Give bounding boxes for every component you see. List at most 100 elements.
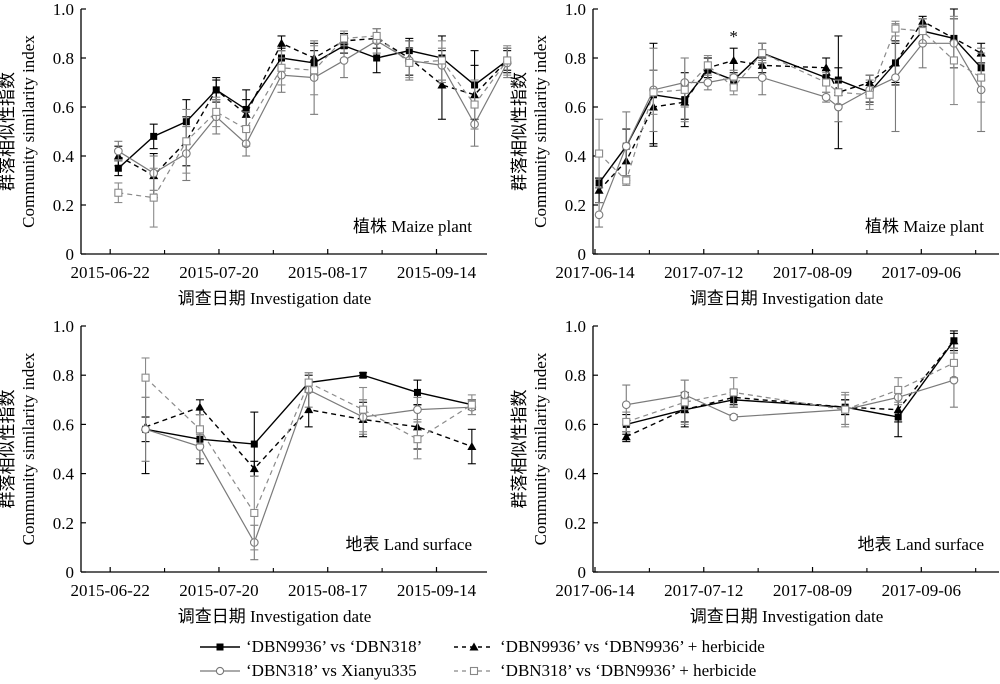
y-axis-title-cn: 群落相似性指数: [0, 390, 17, 509]
data-point: [894, 385, 903, 395]
data-point: [622, 176, 631, 185]
series-line: [598, 27, 982, 182]
data-point: [250, 508, 259, 518]
data-point: [893, 405, 903, 414]
data-point: [141, 373, 150, 382]
y-tick-label: 1.0: [53, 0, 74, 19]
data-point: [680, 85, 689, 94]
data-point: [621, 400, 631, 410]
series-dbn318-vs-xianyu335: [141, 372, 477, 561]
series-line: [626, 379, 955, 418]
x-tick-label: 2015-06-22: [71, 263, 150, 282]
series-line: [598, 20, 982, 191]
y-axis-title-cn: 群落相似性指数: [510, 72, 529, 191]
data-point: [195, 402, 205, 411]
legend-item-dbn9936-herbicide: ‘DBN9936’ vs ‘DBN9936’ + herbicide: [454, 636, 765, 658]
x-tick-label: 2015-09-14: [397, 263, 477, 282]
data-point: [758, 49, 767, 58]
x-tick-label: 2015-06-22: [71, 581, 150, 600]
series-dbn318-vs-xianyu335: [594, 18, 986, 228]
chart-panel-top-right: 0 0.2 0.4 0.6 0.8 1.0 2017-06-14 2017-07-12 2017…: [510, 0, 999, 308]
y-tick-label: 0: [66, 245, 75, 264]
series-line: [598, 42, 982, 216]
y-tick-label: 0.6: [53, 415, 74, 434]
y-axis-title-cn: 群落相似性指数: [0, 72, 17, 191]
series-dbn9936-vs-dbn9936-herbicide: [621, 332, 959, 443]
y-tick-label: 0.2: [53, 196, 74, 215]
x-axis-title: 调查日期 Investigation date: [690, 607, 884, 626]
data-point: [339, 56, 349, 65]
chart-panel-bottom-left: 0 0.2 0.4 0.6 0.8 1.0 2015-06-22 2015-07-20 2015…: [0, 317, 487, 626]
series-dbn9936-vs-dbn9936-herbicide: [113, 28, 512, 199]
data-point: [150, 132, 158, 140]
data-point: [729, 83, 738, 92]
y-tick-label: 0.8: [53, 366, 74, 385]
data-point: [467, 442, 477, 451]
legend-label: ‘DBN318’ vs ‘DBN9936’ + herbicide: [500, 661, 757, 680]
data-point: [242, 125, 251, 134]
data-point: [891, 73, 900, 82]
data-point: [621, 141, 631, 151]
x-tick-label: 2015-07-20: [179, 263, 258, 282]
legend-marker-gray-dashed-square: [454, 666, 494, 676]
x-tick-label: 2017-08-09: [773, 581, 852, 600]
data-point: [503, 56, 512, 65]
data-point: [250, 440, 258, 448]
data-point: [373, 54, 381, 62]
x-tick-label: 2017-06-14: [555, 263, 635, 282]
significance-star: *: [729, 27, 738, 46]
data-point: [841, 405, 850, 414]
data-point: [212, 107, 221, 116]
x-axis-title: 调查日期 Investigation date: [690, 289, 884, 308]
data-point: [865, 90, 874, 99]
series-line: [626, 362, 955, 423]
data-point: [310, 66, 319, 75]
y-tick-label: 0.8: [565, 49, 586, 68]
x-axis-title: 调查日期 Investigation date: [178, 289, 372, 308]
x-tick-label: 2015-09-14: [397, 581, 477, 600]
data-point: [195, 425, 204, 434]
x-tick-label: 2015-07-20: [179, 581, 258, 600]
data-point: [649, 88, 658, 97]
series-line: [625, 340, 955, 438]
data-point: [703, 61, 712, 70]
data-point: [211, 85, 221, 94]
data-point: [359, 371, 367, 379]
legend-label: ‘DBN9936’ vs ‘DBN318’: [246, 637, 423, 656]
y-tick-label: 0.4: [53, 147, 75, 166]
y-tick-label: 1.0: [565, 0, 586, 19]
data-point: [113, 146, 123, 156]
data-point: [141, 424, 150, 434]
y-tick-label: 0.2: [53, 514, 74, 533]
y-tick-label: 0.4: [565, 465, 587, 484]
data-point: [359, 405, 368, 414]
y-axis-title-en: Community similarity index: [531, 35, 550, 228]
series-dbn318-vs-xianyu335: [621, 352, 959, 425]
legend-item-dbn318-vs-xianyu335: ‘DBN318’ vs Xianyu335: [200, 660, 417, 682]
chart-panel-bottom-right: 0 0.2 0.4 0.6 0.8 1.0 2017-06-14 2017-07-12 2017…: [510, 317, 999, 626]
data-point: [437, 80, 447, 89]
y-tick-label: 0.8: [565, 366, 586, 385]
y-tick-label: 0.4: [565, 147, 587, 166]
data-point: [949, 336, 959, 345]
y-tick-label: 0: [66, 563, 75, 582]
data-point: [729, 55, 739, 64]
panel-annotation: 地表 Land surface: [345, 535, 472, 554]
data-point: [622, 417, 631, 426]
data-point: [918, 26, 927, 36]
data-point: [304, 378, 313, 387]
data-point: [680, 398, 689, 407]
y-axis-title-cn: 群落相似性指数: [510, 390, 529, 509]
data-point: [413, 388, 421, 396]
data-point: [277, 63, 286, 72]
y-tick-label: 0: [578, 563, 587, 582]
y-tick-label: 0.2: [565, 196, 586, 215]
series-dbn318-vs-dbn9936-herbicide: [595, 15, 986, 189]
series-dbn318-vs-dbn9936-herbicide: [622, 347, 958, 433]
chart-panel-top-left: 0 0.2 0.4 0.6 0.8 1.0 2015-06-22 2015-07-20 2015…: [0, 0, 512, 308]
series-dbn318-vs-dbn9936-herbicide: [114, 28, 512, 228]
y-axis-title-en: Community similarity index: [19, 35, 38, 228]
legend-marker-black-solid-square: [200, 643, 240, 651]
data-point: [304, 405, 314, 414]
